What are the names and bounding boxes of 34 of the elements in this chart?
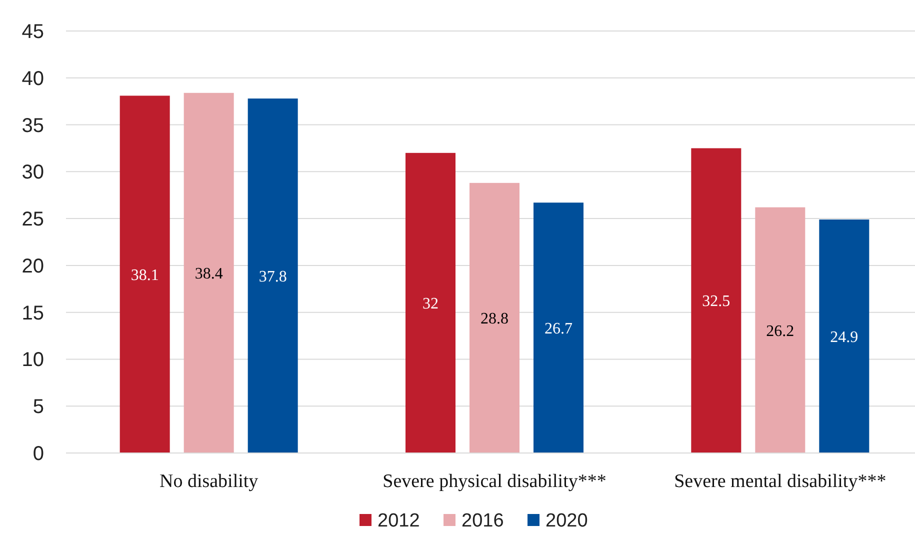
x-tick-label: No disability [159,471,259,492]
bar [248,98,298,453]
data-label: 32 [422,296,438,313]
legend-label: 2012 [378,510,420,532]
y-tick-label: 35 [22,114,44,137]
y-tick-label: 20 [22,255,44,278]
y-tick-label: 5 [32,396,44,418]
data-label: 37.8 [258,268,287,286]
y-tick-label: 45 [22,21,44,43]
y-tick-label: 30 [22,162,44,184]
x-tick-label: Severe mental disability*** [674,471,886,492]
bar [534,202,584,453]
y-tick-label: 40 [22,68,44,90]
y-tick-label: 10 [22,349,44,372]
y-tick-label: 25 [22,208,44,231]
bar [819,219,870,453]
bar [120,96,170,453]
bar [406,152,456,453]
bar [691,148,742,453]
data-label: 28.8 [480,310,508,328]
legend-label: 2020 [546,510,588,532]
bar [755,207,806,453]
x-tick-label: Severe physical disability*** [382,471,606,492]
legend-label: 2016 [462,510,504,532]
y-tick-label: 15 [22,302,44,324]
data-label: 38.4 [194,266,223,283]
data-label: 32.5 [702,293,730,310]
data-label: 26.2 [766,322,794,340]
data-label: 26.7 [544,320,572,338]
data-label: 38.1 [130,266,159,284]
data-label: 24.9 [830,328,858,346]
bar [470,182,520,453]
y-tick-label: 0 [32,443,44,465]
bar [184,92,234,453]
